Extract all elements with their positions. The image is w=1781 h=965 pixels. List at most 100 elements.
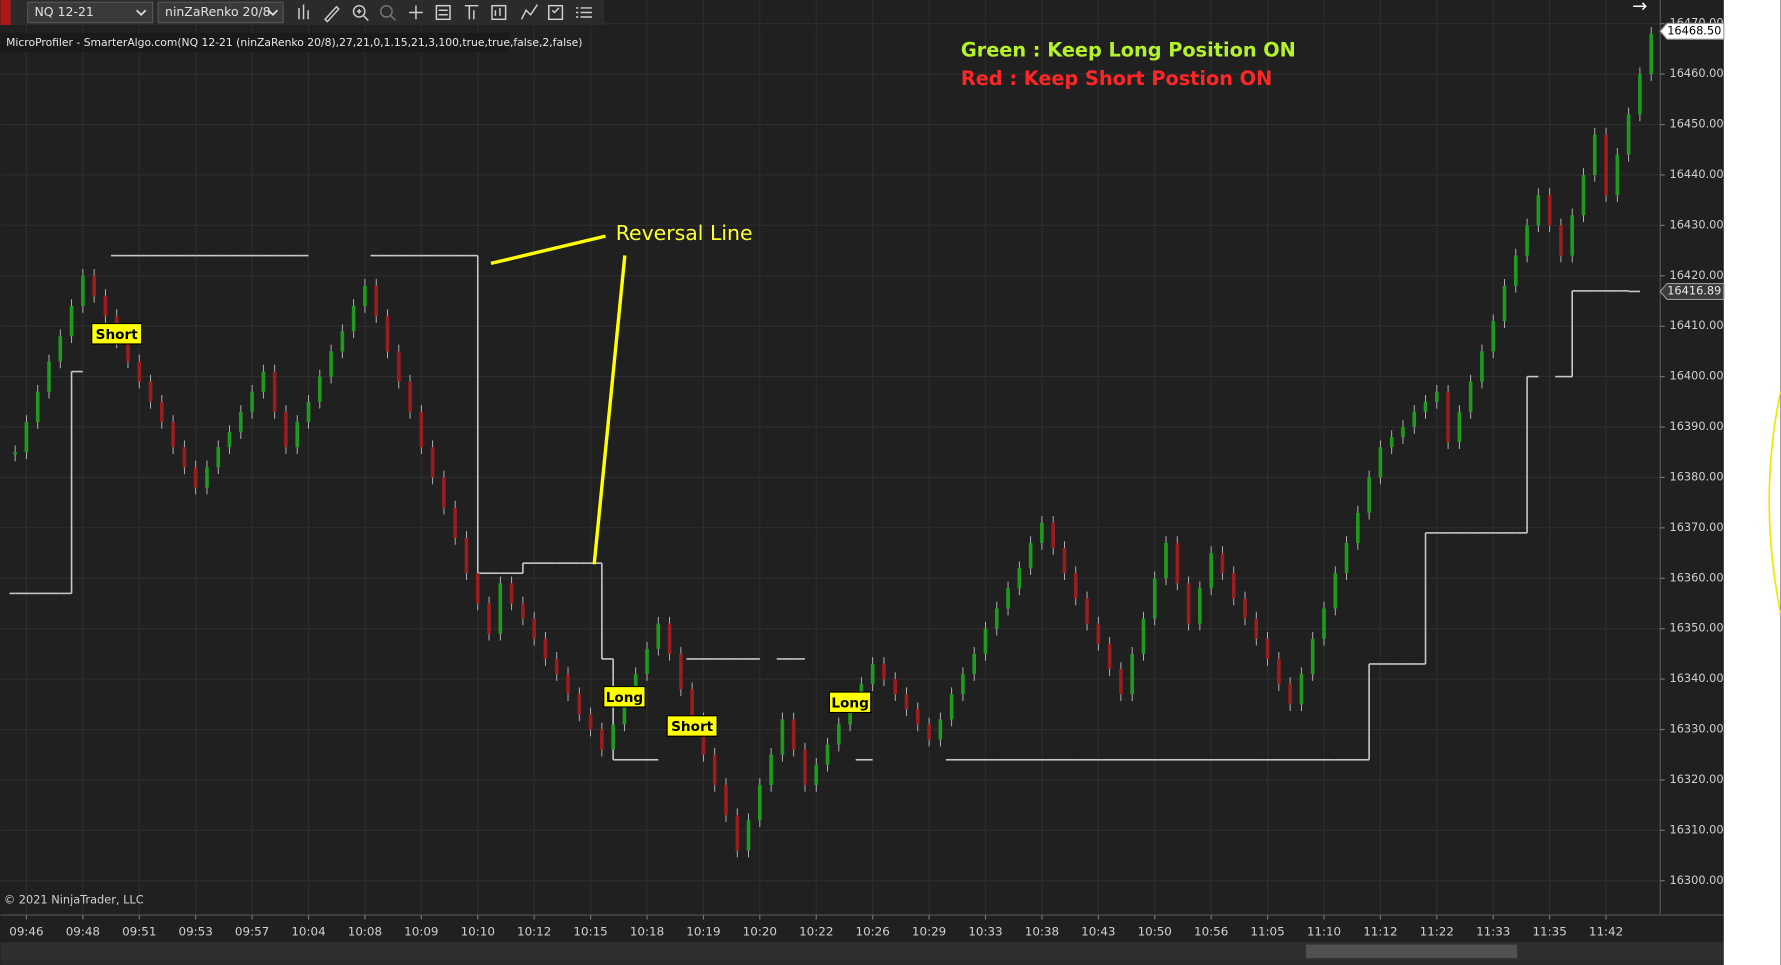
x-tick-label: 10:08 [348, 925, 382, 939]
renko-bar [1051, 522, 1056, 549]
renko-bar [430, 447, 435, 478]
renko-bar [1581, 174, 1586, 216]
renko-bar [1513, 255, 1518, 286]
bar-type: ninZaRenko 20/8 [165, 4, 271, 19]
legend-short: Red : Keep Short Postion ON [961, 67, 1272, 90]
bar-type-select[interactable] [157, 1, 284, 24]
x-tick-label: 11:35 [1532, 925, 1566, 939]
renko-bar [1570, 215, 1575, 256]
scrollbar-thumb[interactable] [1306, 944, 1518, 959]
x-tick-label: 11:12 [1363, 925, 1397, 939]
reversal-line-note: Reversal Line [616, 221, 753, 245]
renko-bar [679, 653, 683, 690]
renko-bar [1243, 598, 1247, 619]
renko-bar [1231, 573, 1236, 599]
price-marker [1659, 22, 1725, 40]
renko-bar [1457, 411, 1462, 443]
scroll-arrow[interactable]: → [1632, 0, 1647, 17]
renko-bar [938, 719, 943, 740]
renko-bar [1310, 638, 1315, 675]
renko-bar [1254, 618, 1259, 639]
instrument: NQ 12-21 [34, 4, 93, 19]
renko-bar [363, 285, 367, 307]
price-marker-label: 16416.89 [1667, 283, 1721, 297]
scrollbar[interactable] [0, 942, 1724, 961]
signal-box [91, 322, 143, 345]
renko-bar [949, 694, 954, 720]
copyright: © 2021 NinjaTrader, LLC [4, 892, 144, 906]
x-tick-label: 10:18 [630, 925, 664, 939]
renko-bar [882, 663, 886, 680]
y-tick-label: 16370.00 [1669, 520, 1723, 534]
renko-bar [1446, 391, 1450, 443]
instrument-select[interactable] [27, 1, 154, 24]
renko-bar [600, 729, 604, 750]
renko-bar [498, 583, 503, 634]
legend-long: Green : Keep Long Position ON [961, 39, 1296, 62]
dropdown-arrow [267, 9, 279, 16]
indicator-label: MicroProfiler - SmarterAlgo.com(NQ 12-21… [6, 36, 582, 49]
y-tick-label: 16400.00 [1669, 369, 1723, 383]
y-tick-label: 16420.00 [1669, 268, 1723, 282]
x-tick-label: 09:51 [122, 925, 156, 939]
x-tick-label: 10:56 [1194, 925, 1228, 939]
x-tick-label: 10:38 [1025, 925, 1059, 939]
renko-bar [1175, 542, 1180, 584]
renko-bar [622, 699, 627, 725]
renko-bar [746, 820, 751, 851]
renko-bar [272, 371, 277, 412]
renko-bar [994, 608, 999, 629]
renko-bar [1220, 553, 1225, 574]
y-tick-label: 16430.00 [1669, 217, 1723, 231]
signal-label: Short [671, 719, 714, 735]
renko-bar [724, 784, 728, 816]
renko-bar [543, 638, 548, 659]
renko-bar [904, 694, 909, 710]
renko-bar [645, 648, 649, 675]
renko-bar [1152, 578, 1157, 619]
x-tick-label: 11:05 [1250, 925, 1284, 939]
renko-bar [137, 361, 142, 382]
renko-bar [667, 623, 672, 654]
x-tick-label: 10:20 [743, 925, 777, 939]
renko-bar [1423, 401, 1428, 412]
price-marker-label: 16468.50 [1667, 23, 1721, 37]
renko-bar [1096, 623, 1101, 644]
renko-bar [396, 351, 401, 382]
renko-bar [814, 764, 819, 785]
renko-bar [893, 679, 898, 695]
x-tick-label: 09:53 [179, 925, 213, 939]
renko-bar [1401, 427, 1405, 438]
renko-bar [611, 724, 615, 750]
renko-bar [238, 411, 243, 433]
renko-bar [13, 452, 17, 455]
renko-bar [306, 401, 311, 422]
renko-bar [193, 467, 198, 488]
renko-bar [1265, 638, 1270, 659]
renko-bar [509, 583, 514, 604]
renko-bar [1006, 588, 1010, 609]
x-tick-label: 09:46 [9, 925, 43, 939]
toolbar-icons[interactable] [298, 4, 592, 23]
renko-bar [1085, 598, 1089, 624]
renko-bar [758, 784, 762, 821]
renko-bar [1491, 321, 1496, 352]
renko-bar [566, 674, 570, 695]
renko-bar [554, 658, 559, 675]
x-tick-label: 09:57 [235, 925, 269, 939]
renko-bar [1378, 447, 1383, 478]
renko-bar [915, 709, 920, 725]
x-tick-label: 10:10 [461, 925, 495, 939]
x-tick-label: 10:29 [912, 925, 946, 939]
renko-bar [870, 663, 875, 685]
renko-bar [1333, 573, 1338, 609]
renko-bar [532, 618, 536, 639]
signal-label: Short [96, 327, 139, 343]
renko-bar [983, 628, 988, 654]
y-tick-label: 16410.00 [1669, 318, 1723, 332]
renko-bar [171, 421, 175, 448]
renko-bar [250, 391, 254, 412]
y-tick-label: 16350.00 [1669, 621, 1723, 635]
renko-bar [487, 603, 491, 634]
renko-bar [1062, 548, 1067, 574]
